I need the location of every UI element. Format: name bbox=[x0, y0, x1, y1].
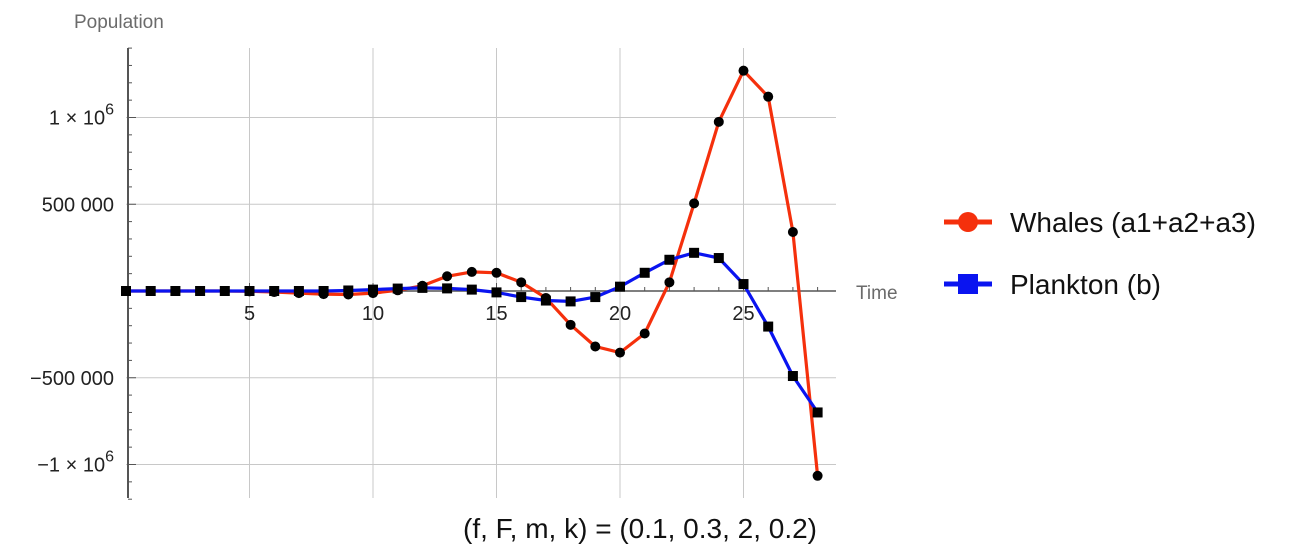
data-point-whales bbox=[615, 347, 625, 358]
y-tick-label: 500 000 bbox=[42, 194, 114, 216]
data-point-plankton bbox=[565, 296, 576, 307]
x-tick-label: 20 bbox=[609, 303, 631, 325]
data-point-whales bbox=[787, 227, 798, 238]
data-point-plankton bbox=[343, 285, 354, 296]
data-point-whales bbox=[639, 328, 650, 339]
data-point-plankton bbox=[491, 287, 502, 298]
data-point-plankton bbox=[170, 286, 181, 296]
data-point-plankton bbox=[615, 281, 625, 292]
data-point-plankton bbox=[442, 283, 453, 294]
x-axis-label: Time bbox=[856, 283, 898, 304]
data-point-plankton bbox=[540, 295, 551, 306]
legend: Whales (a1+a2+a3) Plankton (b) bbox=[944, 207, 1256, 300]
y-tick-label: −500 000 bbox=[30, 368, 114, 390]
data-point-whales bbox=[689, 198, 700, 209]
data-point-plankton bbox=[812, 407, 823, 418]
data-point-whales bbox=[516, 277, 527, 288]
data-point-plankton bbox=[516, 292, 527, 303]
y-tick-label: −1 × 106 bbox=[37, 449, 114, 477]
data-point-whales bbox=[812, 470, 823, 481]
data-point-plankton bbox=[121, 286, 131, 296]
data-point-plankton bbox=[318, 286, 329, 296]
data-point-whales bbox=[565, 319, 576, 330]
x-tick-label: 15 bbox=[485, 303, 507, 325]
x-tick-label: 10 bbox=[362, 303, 384, 325]
data-point-plankton bbox=[219, 286, 230, 296]
data-point-whales bbox=[590, 341, 601, 352]
data-point-plankton bbox=[417, 282, 428, 293]
x-tick-label: 5 bbox=[244, 303, 255, 325]
data-point-plankton bbox=[763, 321, 774, 332]
data-point-plankton bbox=[689, 247, 700, 258]
data-point-whales bbox=[442, 271, 453, 282]
data-point-whales bbox=[713, 116, 724, 127]
data-point-whales bbox=[738, 65, 749, 76]
chart-caption: (f, F, m, k) = (0.1, 0.3, 2, 0.2) bbox=[463, 513, 817, 544]
data-point-plankton bbox=[466, 284, 477, 295]
data-point-plankton bbox=[145, 286, 156, 296]
legend-label-plankton: Plankton (b) bbox=[1010, 269, 1161, 300]
data-point-plankton bbox=[713, 253, 724, 264]
gridlines bbox=[126, 48, 836, 498]
data-point-plankton bbox=[244, 286, 255, 296]
x-tick-label: 25 bbox=[732, 303, 754, 325]
y-axis-label: Population bbox=[74, 12, 164, 33]
data-point-plankton bbox=[787, 371, 798, 382]
series-markers bbox=[121, 65, 823, 481]
y-tick-label: 1 × 106 bbox=[49, 102, 114, 130]
data-point-plankton bbox=[738, 279, 749, 290]
legend-label-whales: Whales (a1+a2+a3) bbox=[1010, 207, 1256, 238]
data-point-plankton bbox=[368, 284, 378, 295]
data-point-plankton bbox=[392, 283, 403, 294]
data-point-plankton bbox=[293, 286, 304, 296]
data-point-whales bbox=[491, 267, 502, 278]
data-point-plankton bbox=[590, 292, 601, 303]
data-point-plankton bbox=[664, 254, 675, 265]
legend-marker-whales bbox=[958, 212, 978, 232]
data-point-plankton bbox=[195, 286, 206, 296]
data-point-whales bbox=[466, 266, 477, 277]
legend-marker-plankton bbox=[958, 274, 978, 294]
data-point-whales bbox=[664, 277, 675, 288]
data-point-whales bbox=[763, 91, 774, 102]
data-point-plankton bbox=[639, 267, 650, 278]
data-point-plankton bbox=[269, 286, 280, 296]
ticks: 5 10 15 20 25 1 × 106 500 000 −500 000 −1 × 106 bbox=[30, 47, 819, 500]
